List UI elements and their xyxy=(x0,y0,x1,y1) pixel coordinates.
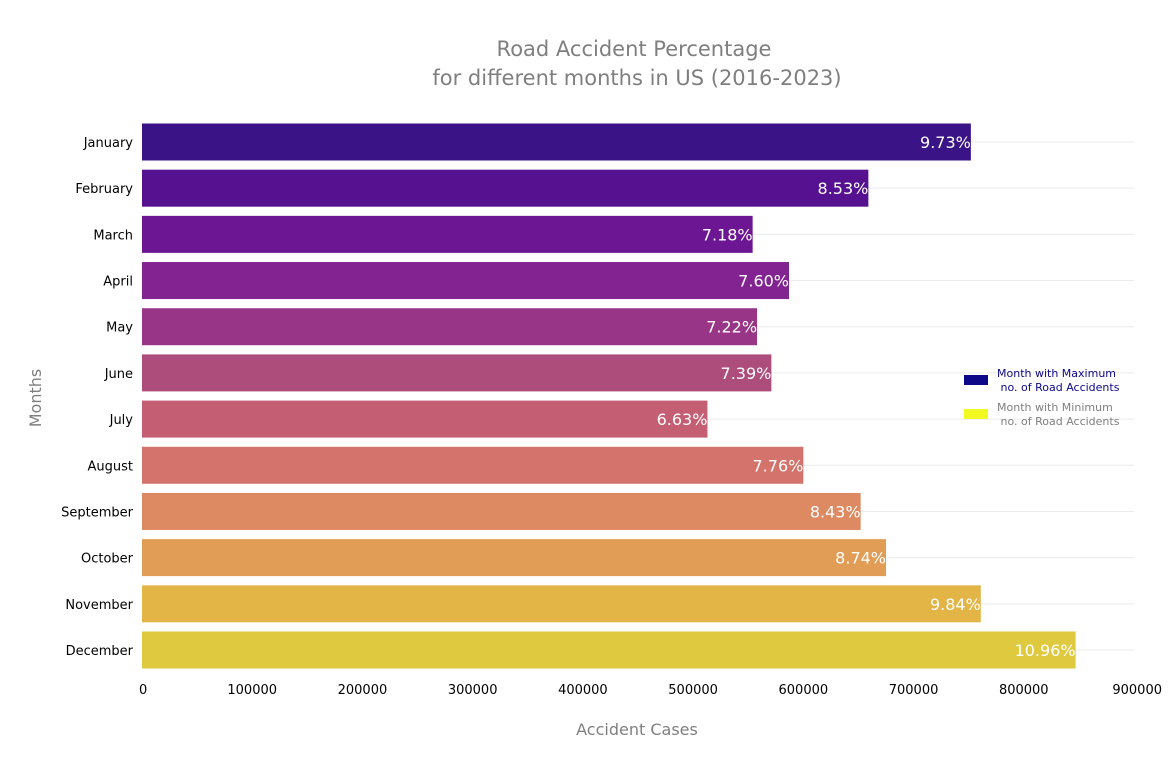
y-tick-label-january: January xyxy=(83,136,134,151)
y-tick-label-october: October xyxy=(81,552,134,567)
legend-swatch xyxy=(964,409,988,419)
bar-value-label-february: 8.53% xyxy=(818,179,869,198)
bar-value-label-december: 10.96% xyxy=(1015,641,1076,660)
y-tick-label-july: July xyxy=(109,413,134,428)
bar-value-label-november: 9.84% xyxy=(930,595,981,614)
x-tick-label: 300000 xyxy=(448,683,498,698)
x-tick-label: 0 xyxy=(139,683,147,698)
bar-value-label-may: 7.22% xyxy=(706,318,757,337)
y-tick-label-august: August xyxy=(88,459,134,474)
y-tick-label-june: June xyxy=(104,367,133,382)
bar-june xyxy=(142,354,772,392)
bar-value-label-august: 7.76% xyxy=(753,456,804,475)
bar-december xyxy=(142,631,1076,669)
x-tick-label: 200000 xyxy=(338,683,388,698)
x-tick-label: 600000 xyxy=(779,683,829,698)
bar-value-label-september: 8.43% xyxy=(810,502,861,521)
legend-label-line1: Month with Maximum xyxy=(997,367,1116,380)
x-tick-labels: 0 100000 200000 300000 400000 500000 600000 700… xyxy=(139,683,1162,698)
chart-title-line2: for different months in US (2016-2023) xyxy=(432,66,841,90)
x-tick-label: 700000 xyxy=(889,683,939,698)
y-tick-label-february: February xyxy=(75,182,133,197)
bar-october xyxy=(142,539,886,577)
bar-value-labels: 9.73% 8.53% 7.18% 7.60% 7.22% 7.39% 6.63% 7.76%… xyxy=(657,133,1076,660)
chart-title-line1: Road Accident Percentage xyxy=(497,37,772,61)
legend-label-line2: no. of Road Accidents xyxy=(997,381,1120,394)
bar-march xyxy=(142,215,753,253)
x-tick-label: 400000 xyxy=(558,683,608,698)
y-tick-label-may: May xyxy=(106,321,133,336)
x-axis-label: Accident Cases xyxy=(576,720,698,739)
bar-value-label-january: 9.73% xyxy=(920,133,971,152)
y-tick-labels: January February March April May June July Augu… xyxy=(61,136,134,659)
bar-value-label-july: 6.63% xyxy=(657,410,708,429)
bar-value-label-april: 7.60% xyxy=(738,272,789,291)
y-axis-label: Months xyxy=(26,369,45,427)
y-tick-label-december: December xyxy=(66,644,134,659)
bar-value-label-october: 8.74% xyxy=(835,549,886,568)
bar-value-label-march: 7.18% xyxy=(702,225,753,244)
bar-february xyxy=(142,169,869,207)
bar-july xyxy=(142,400,708,438)
bar-september xyxy=(142,492,861,530)
legend-swatch xyxy=(964,375,988,385)
x-tick-label: 900000 xyxy=(1112,683,1162,698)
bar-january xyxy=(142,123,971,161)
bars xyxy=(142,123,1076,669)
y-tick-label-september: September xyxy=(61,505,134,520)
legend: Month with Maximum no. of Road Accidents… xyxy=(964,367,1120,428)
x-tick-label: 100000 xyxy=(227,683,277,698)
y-tick-label-april: April xyxy=(103,275,133,290)
x-tick-label: 800000 xyxy=(999,683,1049,698)
y-tick-label-november: November xyxy=(65,598,133,613)
bar-april xyxy=(142,262,790,300)
legend-label-line2: no. of Road Accidents xyxy=(997,415,1120,428)
bar-may xyxy=(142,308,758,346)
y-tick-label-march: March xyxy=(93,228,133,243)
bar-august xyxy=(142,446,804,484)
legend-label-line1: Month with Minimum xyxy=(997,401,1113,414)
bar-value-label-june: 7.39% xyxy=(721,364,772,383)
x-tick-label: 500000 xyxy=(668,683,718,698)
bar-november xyxy=(142,585,981,623)
